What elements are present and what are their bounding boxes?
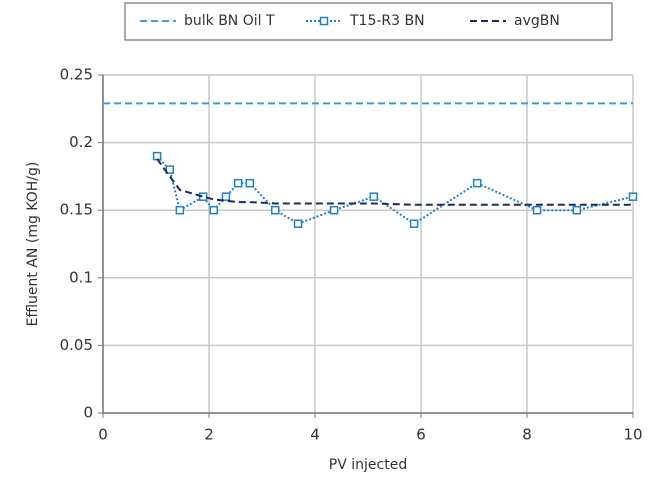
- legend-box: [124, 2, 613, 41]
- data-point: [409, 219, 419, 228]
- data-point: [271, 205, 280, 215]
- data-point: [293, 219, 303, 228]
- data-point: [628, 192, 638, 201]
- y-tick-label: 0: [83, 404, 93, 422]
- y-axis-title: Effluent AN (mg KOH/g): [25, 162, 41, 327]
- data-point: [245, 178, 255, 188]
- x-tick-label: 0: [98, 426, 108, 444]
- x-axis-title: PV injected: [329, 457, 407, 473]
- x-tick-label: 4: [310, 426, 320, 444]
- data-point: [165, 165, 175, 174]
- y-tick-label: 0.1: [69, 268, 93, 286]
- data-point: [572, 205, 582, 215]
- legend-label: T15-R3 BN: [349, 13, 425, 29]
- data-point: [221, 192, 231, 201]
- legend-marker: [319, 16, 329, 26]
- y-tick-label: 0.15: [60, 201, 93, 219]
- data-point: [532, 205, 542, 215]
- data-point: [472, 178, 482, 188]
- series-line: [156, 158, 633, 206]
- x-tick-label: 6: [416, 426, 426, 444]
- x-tick-label: 8: [522, 426, 532, 444]
- legend-label: bulk BN Oil T: [184, 13, 275, 29]
- data-point: [233, 178, 243, 188]
- data-point: [209, 205, 219, 215]
- data-point: [175, 205, 185, 215]
- data-point: [369, 192, 379, 201]
- data-point: [329, 205, 339, 215]
- y-tick-label: 0.25: [60, 66, 93, 84]
- y-tick-label: 0.2: [69, 133, 93, 151]
- series-line: [156, 155, 634, 225]
- x-tick-label: 10: [623, 426, 642, 444]
- y-tick-label: 0.05: [60, 336, 93, 354]
- x-tick-label: 2: [204, 426, 214, 444]
- legend-label: avgBN: [514, 13, 560, 29]
- data-point: [152, 151, 162, 161]
